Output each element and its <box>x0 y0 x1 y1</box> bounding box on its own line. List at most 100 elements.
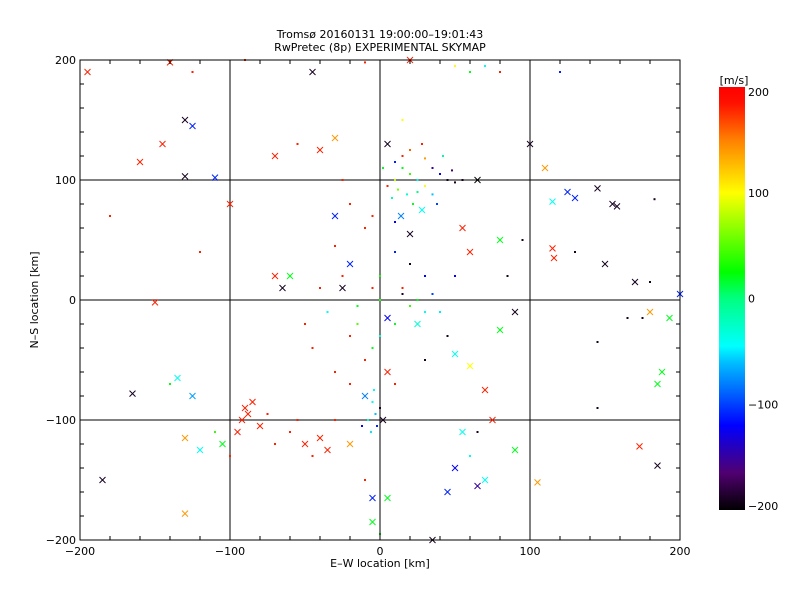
data-point-dot <box>364 61 366 64</box>
data-point-dot <box>349 335 351 337</box>
cross-stroke <box>238 416 246 424</box>
data-point-dot <box>349 383 351 385</box>
data-point-cross <box>511 308 519 316</box>
y-axis-label: N–S location [km] <box>28 251 41 348</box>
data-point-cross <box>496 326 504 334</box>
data-point-dot <box>649 281 651 283</box>
data-point-dot <box>311 347 314 349</box>
cross-stroke <box>601 260 609 268</box>
cross-stroke <box>658 368 666 376</box>
data-point-cross <box>369 518 376 526</box>
y-tick-label: −100 <box>46 414 76 427</box>
cross-stroke <box>466 248 474 256</box>
data-point-dot <box>370 431 372 433</box>
data-point-dot <box>439 311 441 313</box>
cross-stroke <box>346 440 354 448</box>
data-point-cross <box>418 206 426 214</box>
data-point-cross <box>189 122 196 130</box>
cross-stroke <box>564 188 571 196</box>
colorbar-tick-label: 200 <box>748 86 769 99</box>
cross-stroke <box>181 434 189 442</box>
data-point-cross <box>339 284 346 292</box>
data-point-dot <box>461 179 464 181</box>
data-point-cross <box>636 443 643 450</box>
data-point-dot <box>431 293 434 295</box>
data-point-cross <box>511 446 519 454</box>
data-point-dot <box>439 173 441 175</box>
data-point-cross <box>301 440 309 448</box>
data-points <box>84 56 684 544</box>
cross-stroke <box>369 518 376 526</box>
data-point-cross <box>384 314 391 322</box>
data-point-dot <box>401 167 404 169</box>
cross-stroke <box>406 230 414 238</box>
cross-stroke <box>331 212 339 220</box>
x-axis-label: E–W location [km] <box>330 557 430 570</box>
data-point-dot <box>397 188 399 191</box>
data-point-cross <box>414 320 421 328</box>
data-point-dot <box>559 71 561 73</box>
cross-stroke <box>316 146 324 154</box>
data-point-dot <box>409 263 411 265</box>
data-point-cross <box>159 140 166 148</box>
data-point-dot <box>394 383 396 385</box>
y-tick-label: −200 <box>46 534 76 547</box>
data-point-dot <box>382 167 384 169</box>
cross-stroke <box>316 434 324 442</box>
data-point-dot <box>274 443 276 445</box>
cross-stroke <box>451 464 459 472</box>
cross-stroke <box>613 203 621 210</box>
cross-stroke <box>159 140 166 148</box>
data-point-dot <box>266 413 269 415</box>
cross-stroke <box>384 494 391 502</box>
data-point-dot <box>296 143 299 145</box>
data-point-dot <box>424 275 426 277</box>
data-point-cross <box>181 434 189 442</box>
cross-stroke <box>174 374 181 382</box>
cross-stroke <box>511 308 519 316</box>
data-point-dot <box>191 71 194 73</box>
cross-stroke <box>466 362 474 370</box>
data-point-cross <box>549 245 556 252</box>
data-point-dot <box>484 65 486 67</box>
cross-stroke <box>384 314 391 322</box>
data-point-cross <box>196 446 204 454</box>
data-point-cross <box>384 368 391 376</box>
cross-stroke <box>361 392 369 400</box>
data-point-dot <box>641 317 644 319</box>
data-point-cross <box>189 392 196 400</box>
data-point-cross <box>534 479 541 486</box>
cross-stroke <box>459 224 466 232</box>
data-point-dot <box>446 335 449 337</box>
data-point-dot <box>109 215 111 217</box>
data-point-dot <box>379 299 381 301</box>
data-point-dot <box>596 407 599 409</box>
data-point-dot <box>199 251 201 253</box>
cross-stroke <box>84 68 91 76</box>
data-point-dot <box>371 401 374 403</box>
data-point-cross <box>151 299 159 306</box>
colorbar-title: [m/s] <box>720 74 749 87</box>
data-point-cross <box>466 362 474 370</box>
data-point-cross <box>459 428 466 436</box>
cross-stroke <box>244 410 252 418</box>
data-point-dot <box>442 155 444 157</box>
data-point-dot <box>401 287 404 289</box>
data-point-dot <box>416 179 419 181</box>
colorbar-ticks: 200 100 0 −100 −200 <box>748 86 778 513</box>
data-point-cross <box>646 308 654 316</box>
x-tick-label: −100 <box>215 545 245 558</box>
data-point-dot <box>326 311 329 313</box>
data-point-cross <box>481 476 489 484</box>
data-point-dot <box>169 383 171 385</box>
cross-stroke <box>189 122 196 130</box>
cross-stroke <box>181 510 189 517</box>
cross-stroke <box>526 140 534 148</box>
data-point-dot <box>499 71 501 73</box>
data-point-dot <box>214 431 216 433</box>
cross-stroke <box>496 326 504 334</box>
data-point-cross <box>489 416 496 424</box>
cross-stroke <box>636 443 643 450</box>
data-point-dot <box>454 181 456 184</box>
data-point-cross <box>271 152 279 160</box>
